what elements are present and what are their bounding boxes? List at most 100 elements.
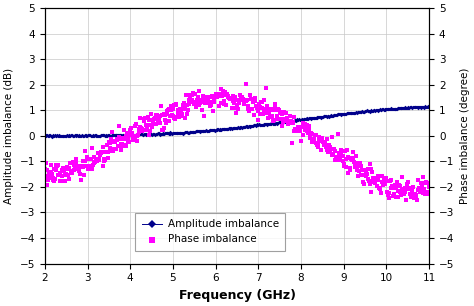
Phase imbalance [170, 115, 178, 120]
Phase imbalance [164, 107, 172, 112]
Phase imbalance [200, 93, 207, 98]
Phase imbalance [198, 108, 206, 113]
Phase imbalance [194, 95, 202, 100]
Phase imbalance [105, 140, 113, 144]
Phase imbalance [271, 101, 278, 106]
Phase imbalance [265, 110, 273, 115]
Phase imbalance [247, 97, 255, 102]
Phase imbalance [94, 150, 102, 155]
Phase imbalance [172, 102, 180, 106]
Phase imbalance [418, 187, 425, 192]
Phase imbalance [401, 187, 408, 192]
Phase imbalance [335, 150, 343, 155]
Phase imbalance [139, 127, 147, 132]
Phase imbalance [322, 144, 329, 149]
Phase imbalance [287, 118, 294, 123]
Phase imbalance [423, 181, 430, 186]
Phase imbalance [91, 160, 98, 165]
Phase imbalance [50, 178, 58, 183]
Phase imbalance [198, 98, 205, 103]
Phase imbalance [46, 171, 53, 176]
Phase imbalance [160, 125, 168, 130]
Phase imbalance [43, 182, 51, 187]
Phase imbalance [251, 99, 258, 104]
Phase imbalance [150, 116, 158, 121]
Phase imbalance [140, 118, 148, 123]
Phase imbalance [399, 190, 407, 195]
Phase imbalance [270, 118, 278, 122]
Phase imbalance [109, 149, 116, 154]
Phase imbalance [56, 179, 64, 184]
Phase imbalance [419, 174, 427, 179]
Phase imbalance [263, 103, 271, 108]
Phase imbalance [49, 175, 56, 180]
Phase imbalance [161, 117, 169, 122]
Phase imbalance [144, 124, 151, 129]
Phase imbalance [126, 132, 133, 137]
Phase imbalance [350, 159, 358, 164]
Phase imbalance [116, 124, 123, 129]
Phase imbalance [73, 156, 80, 161]
Phase imbalance [52, 162, 60, 167]
Phase imbalance [339, 153, 347, 158]
Phase imbalance [69, 171, 76, 176]
Phase imbalance [423, 189, 431, 194]
Phase imbalance [93, 157, 100, 162]
Phase imbalance [112, 146, 120, 151]
Phase imbalance [325, 143, 333, 148]
Phase imbalance [79, 159, 86, 163]
Phase imbalance [168, 113, 176, 118]
Phase imbalance [133, 139, 141, 144]
Phase imbalance [376, 187, 383, 192]
Amplitude imbalance [251, 123, 256, 127]
Phase imbalance [76, 171, 84, 176]
Phase imbalance [227, 97, 235, 102]
Phase imbalance [318, 147, 325, 152]
Phase imbalance [333, 156, 341, 161]
Phase imbalance [344, 154, 352, 159]
Phase imbalance [78, 164, 86, 169]
Phase imbalance [205, 99, 212, 103]
Phase imbalance [296, 129, 304, 133]
Phase imbalance [399, 175, 406, 180]
Phase imbalance [264, 116, 272, 121]
Phase imbalance [159, 128, 167, 132]
Phase imbalance [73, 166, 81, 171]
Phase imbalance [175, 114, 182, 119]
Phase imbalance [252, 96, 259, 101]
Phase imbalance [173, 102, 180, 107]
Phase imbalance [375, 185, 383, 190]
Phase imbalance [142, 123, 149, 128]
Phase imbalance [425, 192, 433, 196]
Phase imbalance [273, 114, 281, 118]
Phase imbalance [171, 102, 178, 107]
Phase imbalance [60, 168, 68, 173]
Phase imbalance [336, 157, 343, 162]
Phase imbalance [346, 167, 354, 172]
Phase imbalance [383, 190, 391, 195]
Phase imbalance [282, 118, 289, 123]
Phase imbalance [274, 116, 282, 121]
Phase imbalance [141, 115, 149, 120]
Phase imbalance [402, 197, 410, 202]
Phase imbalance [101, 158, 109, 162]
Phase imbalance [250, 112, 258, 117]
Phase imbalance [301, 128, 309, 133]
Phase imbalance [403, 181, 410, 186]
Phase imbalance [212, 91, 220, 96]
Phase imbalance [256, 112, 264, 117]
Phase imbalance [283, 116, 291, 121]
Phase imbalance [230, 100, 238, 105]
Phase imbalance [237, 98, 244, 103]
Phase imbalance [41, 173, 49, 178]
Phase imbalance [380, 179, 387, 184]
Phase imbalance [425, 184, 432, 189]
Phase imbalance [51, 176, 59, 181]
Phase imbalance [163, 112, 171, 117]
Phase imbalance [392, 183, 399, 188]
Phase imbalance [324, 144, 332, 149]
Phase imbalance [261, 111, 269, 116]
Phase imbalance [221, 99, 228, 103]
Phase imbalance [137, 125, 145, 130]
Phase imbalance [298, 125, 305, 129]
